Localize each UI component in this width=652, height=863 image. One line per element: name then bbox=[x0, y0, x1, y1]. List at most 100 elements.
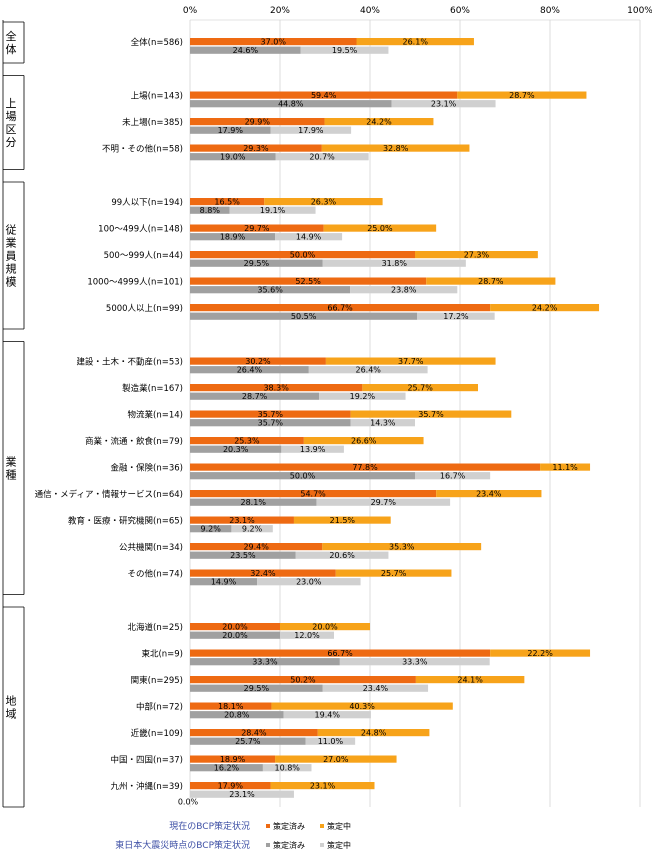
bar-past-done bbox=[190, 498, 317, 506]
bar-past-done bbox=[190, 206, 230, 214]
bar-current-done bbox=[190, 38, 357, 46]
bar-past-in-progress bbox=[350, 419, 415, 427]
bar-past-done bbox=[190, 684, 323, 692]
bar-current-done bbox=[190, 384, 363, 392]
bar-past-done bbox=[190, 711, 284, 719]
bar-current-in-progress bbox=[270, 782, 375, 790]
data-label: 11.0% bbox=[318, 737, 344, 746]
data-label: 35.7% bbox=[258, 410, 284, 419]
data-label: 9.2% bbox=[201, 525, 222, 534]
legend-label: 策定済み bbox=[273, 840, 305, 850]
bar-current-in-progress bbox=[362, 384, 478, 392]
bar-current-done bbox=[190, 516, 294, 524]
bar-current-in-progress bbox=[540, 463, 591, 471]
data-label: 8.8% bbox=[200, 206, 221, 215]
data-label: 22.2% bbox=[527, 649, 553, 658]
bar-current-in-progress bbox=[271, 702, 453, 710]
bar-current-in-progress bbox=[264, 198, 383, 206]
data-label: 24.2% bbox=[532, 303, 558, 312]
data-label: 23.4% bbox=[363, 684, 389, 693]
bar-past-done bbox=[190, 233, 276, 241]
group-label-char: 地 bbox=[6, 695, 17, 708]
category-label: 製造業(n=167) bbox=[122, 383, 183, 394]
data-label: 20.0% bbox=[222, 622, 248, 631]
data-label: 0.0% bbox=[178, 798, 199, 807]
bar-current-done bbox=[190, 569, 336, 577]
bar-current-done bbox=[190, 676, 416, 684]
bar-current-done bbox=[190, 144, 322, 152]
data-label: 52.5% bbox=[295, 277, 321, 286]
bar-current-in-progress bbox=[322, 543, 482, 551]
bar-past-in-progress bbox=[319, 392, 406, 400]
data-label: 19.5% bbox=[332, 46, 358, 55]
data-label: 17.9% bbox=[218, 126, 244, 135]
bar-past-done bbox=[190, 472, 415, 480]
bar-current-done bbox=[190, 702, 272, 710]
group-label-char: 業 bbox=[6, 456, 17, 469]
data-label: 50.2% bbox=[290, 675, 316, 684]
bar-current-in-progress bbox=[317, 729, 430, 737]
data-label: 28.7% bbox=[478, 277, 504, 286]
bar-current-in-progress bbox=[490, 304, 600, 312]
group-label-char: 員 bbox=[6, 250, 17, 263]
bar-current-done bbox=[190, 437, 304, 445]
data-label: 20.8% bbox=[224, 711, 250, 720]
legend-label: 策定済み bbox=[273, 821, 305, 831]
bar-current-in-progress bbox=[280, 623, 370, 631]
data-label: 24.1% bbox=[457, 675, 483, 684]
bar-past-in-progress bbox=[350, 286, 458, 294]
category-label: 1000～4999人(n=101) bbox=[87, 278, 183, 288]
bar-current-in-progress bbox=[323, 224, 437, 232]
data-label: 20.6% bbox=[329, 551, 355, 560]
bar-past-in-progress bbox=[316, 498, 451, 506]
data-label: 27.0% bbox=[323, 755, 349, 764]
x-tick-label: 100% bbox=[627, 6, 652, 16]
bar-past-in-progress bbox=[280, 631, 334, 639]
x-tick-label: 0% bbox=[183, 6, 198, 16]
bar-past-in-progress bbox=[283, 711, 371, 719]
legend-title: 東日本大震災時点のBCP策定状況 bbox=[115, 839, 250, 851]
data-label: 35.3% bbox=[389, 542, 415, 551]
data-label: 29.3% bbox=[243, 144, 269, 153]
bar-current-in-progress bbox=[275, 755, 397, 763]
bar-past-done bbox=[190, 631, 280, 639]
data-label: 37.0% bbox=[261, 37, 287, 46]
data-label: 17.9% bbox=[218, 781, 244, 790]
data-label: 30.2% bbox=[245, 357, 271, 366]
bar-past-in-progress bbox=[322, 259, 466, 267]
data-label: 23.8% bbox=[391, 286, 417, 295]
bar-past-done bbox=[190, 46, 301, 54]
category-label: 九州・沖縄(n=39) bbox=[111, 781, 183, 792]
data-label: 35.6% bbox=[257, 286, 283, 295]
data-label: 26.3% bbox=[311, 197, 337, 206]
bar-current-done bbox=[190, 118, 325, 126]
data-label: 10.8% bbox=[274, 764, 300, 773]
data-label: 40.3% bbox=[349, 702, 375, 711]
data-label: 24.8% bbox=[361, 728, 387, 737]
category-label: 中国・四国(n=37) bbox=[111, 755, 183, 766]
bar-past-done bbox=[190, 445, 282, 453]
bar-current-done bbox=[190, 490, 437, 498]
group-label-char: 全 bbox=[6, 29, 17, 43]
data-label: 19.2% bbox=[350, 392, 376, 401]
x-tick-label: 60% bbox=[450, 6, 470, 16]
bar-past-done bbox=[190, 259, 323, 267]
group-label-char: 種 bbox=[6, 468, 17, 482]
legend-swatch bbox=[320, 843, 324, 847]
data-label: 25.7% bbox=[381, 569, 407, 578]
bar-current-in-progress bbox=[457, 91, 587, 99]
data-label: 26.1% bbox=[403, 37, 429, 46]
group-label-char: 規 bbox=[6, 262, 17, 276]
data-label: 20.7% bbox=[309, 153, 335, 162]
bar-past-in-progress bbox=[231, 525, 273, 533]
bar-current-done bbox=[190, 304, 491, 312]
bar-current-done bbox=[190, 543, 323, 551]
bar-past-in-progress bbox=[229, 206, 316, 214]
bar-past-in-progress bbox=[391, 100, 496, 108]
bar-past-in-progress bbox=[262, 764, 312, 772]
data-label: 29.9% bbox=[245, 117, 271, 126]
category-label: 500～999人(n=44) bbox=[104, 251, 183, 261]
data-label: 23.0% bbox=[296, 578, 322, 587]
data-label: 31.8% bbox=[382, 259, 408, 268]
data-label: 16.2% bbox=[214, 764, 240, 773]
